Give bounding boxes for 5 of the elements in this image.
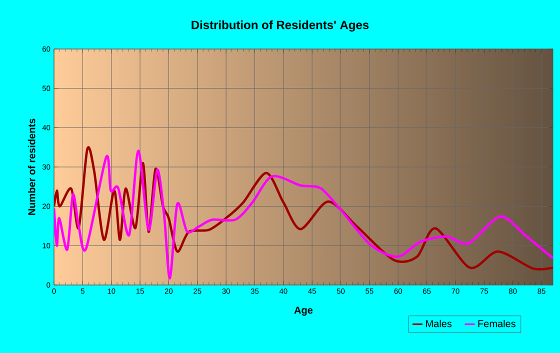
chart-title: Distribution of Residents' Ages	[192, 20, 369, 32]
x-axis-title: Age	[294, 306, 313, 316]
legend-label: Females	[478, 320, 516, 328]
legend-label: Males	[426, 320, 452, 328]
y-axis-title: Number of residents	[28, 118, 36, 215]
